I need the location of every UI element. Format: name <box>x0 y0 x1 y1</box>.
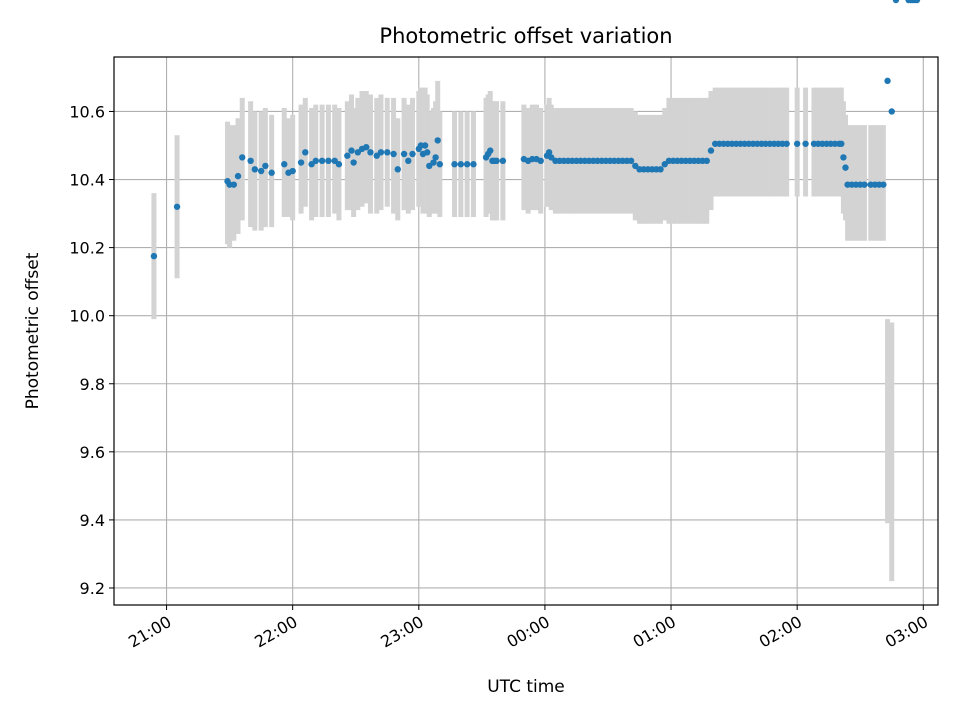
x-tick-label: 00:00 <box>503 612 552 652</box>
x-tick-label: 01:00 <box>630 612 679 652</box>
x-axis-label: UTC time <box>487 677 565 697</box>
data-point <box>234 172 242 180</box>
y-tick-label: 10.2 <box>69 239 105 258</box>
data-point <box>451 161 458 168</box>
data-point <box>838 140 845 147</box>
y-tick-label: 9.6 <box>80 443 105 462</box>
data-point <box>802 140 809 147</box>
data-point <box>318 157 326 165</box>
data-point <box>251 166 259 173</box>
data-point <box>239 154 246 161</box>
data-point <box>884 77 891 85</box>
data-point <box>409 150 416 158</box>
data-point <box>400 150 408 158</box>
data-point <box>297 159 305 166</box>
data-point <box>493 157 500 165</box>
chart-title: Photometric offset variation <box>379 24 672 48</box>
x-tick-label: 03:00 <box>882 612 931 652</box>
y-tick-label: 9.8 <box>80 375 105 394</box>
y-tick-label: 10.6 <box>69 102 105 121</box>
data-point <box>840 154 847 161</box>
data-point <box>537 157 544 165</box>
data-point <box>421 142 429 149</box>
data-point <box>880 181 887 188</box>
data-point <box>350 159 357 166</box>
x-axis-ticks: 21:00 22:00 23:00 00:00 01:00 02:00 03:00 <box>125 605 931 652</box>
data-point <box>783 140 790 147</box>
data-point <box>268 169 275 176</box>
x-tick-label: 22:00 <box>251 612 300 652</box>
data-point <box>363 143 370 151</box>
data-point <box>281 161 288 168</box>
data-point <box>348 147 355 154</box>
data-point <box>627 157 635 165</box>
y-tick-label: 9.4 <box>80 511 105 530</box>
data-point <box>325 157 332 165</box>
error-bars <box>151 80 895 582</box>
y-axis-label: Photometric offset <box>23 252 43 409</box>
data-point <box>377 149 385 156</box>
data-point <box>344 152 351 159</box>
data-point <box>842 164 849 171</box>
data-point <box>861 181 868 188</box>
data-point <box>545 149 553 156</box>
data-point <box>703 157 710 165</box>
y-tick-label: 10.0 <box>69 307 105 326</box>
data-point <box>892 0 900 4</box>
data-point <box>434 137 441 144</box>
data-point <box>405 157 412 165</box>
x-tick-label: 21:00 <box>125 612 174 652</box>
data-point <box>289 167 296 175</box>
data-point <box>302 149 309 156</box>
data-point <box>463 161 471 168</box>
data-point <box>394 166 401 173</box>
data-points <box>150 0 921 260</box>
data-point <box>430 159 437 166</box>
y-axis-ticks: 9.2 9.4 9.6 9.8 10.0 10.2 10.4 10.6 <box>69 102 114 598</box>
data-point <box>262 162 269 170</box>
data-point <box>487 147 494 154</box>
data-point <box>888 108 895 115</box>
data-point <box>470 161 477 168</box>
y-tick-label: 9.2 <box>80 579 105 598</box>
x-tick-label: 23:00 <box>377 612 426 652</box>
data-point <box>457 161 465 168</box>
data-point <box>312 157 319 165</box>
x-tick-label: 02:00 <box>756 612 805 652</box>
data-point <box>390 150 397 158</box>
data-point <box>367 149 374 156</box>
data-point <box>707 147 715 154</box>
data-point <box>257 167 265 175</box>
data-point <box>499 157 507 165</box>
data-point <box>913 0 921 4</box>
data-point <box>793 140 801 147</box>
plot-frame <box>113 56 939 606</box>
data-point <box>150 252 158 260</box>
data-point <box>173 203 181 210</box>
data-point <box>657 166 664 173</box>
data-point <box>230 181 238 188</box>
data-point <box>247 157 254 165</box>
data-point <box>436 161 444 168</box>
data-point <box>424 149 431 156</box>
data-point <box>432 154 439 161</box>
y-tick-label: 10.4 <box>69 171 105 190</box>
data-point <box>335 161 343 168</box>
data-point <box>384 149 391 156</box>
